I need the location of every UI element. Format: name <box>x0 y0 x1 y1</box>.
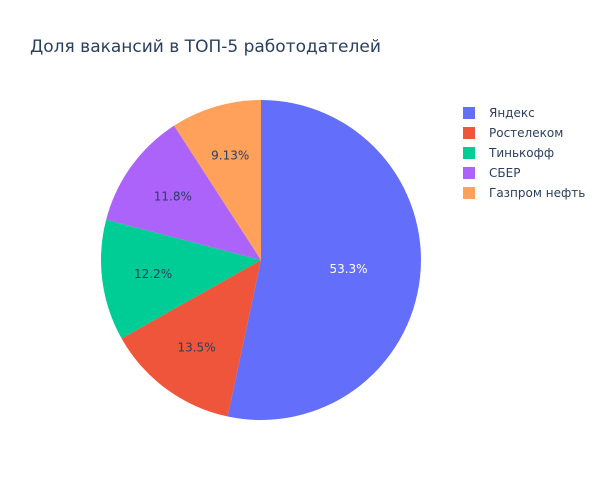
legend-label: СБЕР <box>489 166 520 180</box>
legend-label: Газпром нефть <box>489 186 585 200</box>
legend-item-4[interactable]: Газпром нефть <box>463 186 585 200</box>
legend-swatch <box>463 107 475 119</box>
legend-item-0[interactable]: Яндекс <box>463 106 535 120</box>
pie-slice-labels: 53.3% 13.5% 12.2% 11.8% 9.13% <box>134 149 368 355</box>
slice-label-4: 9.13% <box>211 149 249 163</box>
legend-label: Яндекс <box>489 106 535 120</box>
legend-item-3[interactable]: СБЕР <box>463 166 520 180</box>
legend-label: Ростелеком <box>489 126 563 140</box>
pie-slice-4[interactable] <box>174 100 261 260</box>
legend-swatch <box>463 147 475 159</box>
legend-item-2[interactable]: Тинькофф <box>463 146 554 160</box>
legend-swatch <box>463 127 475 139</box>
legend-label: Тинькофф <box>488 146 554 160</box>
slice-label-2: 12.2% <box>134 267 172 281</box>
pie-slice-2[interactable] <box>101 219 261 339</box>
chart-title: Доля вакансий в ТОП-5 работодателей <box>30 37 381 57</box>
slice-label-0: 53.3% <box>329 262 367 276</box>
pie-slices <box>101 100 421 420</box>
slice-label-1: 13.5% <box>177 341 215 355</box>
legend-swatch <box>463 187 475 199</box>
pie-slice-1[interactable] <box>121 260 261 417</box>
legend-item-1[interactable]: Ростелеком <box>463 126 563 140</box>
slice-label-3: 11.8% <box>154 189 192 203</box>
pie-slice-3[interactable] <box>106 125 261 261</box>
legend[interactable]: Яндекс Ростелеком Тинькофф СБЕР Газпром нефт… <box>463 106 585 200</box>
legend-swatch <box>463 167 475 179</box>
pie-slice-0[interactable] <box>227 100 421 420</box>
